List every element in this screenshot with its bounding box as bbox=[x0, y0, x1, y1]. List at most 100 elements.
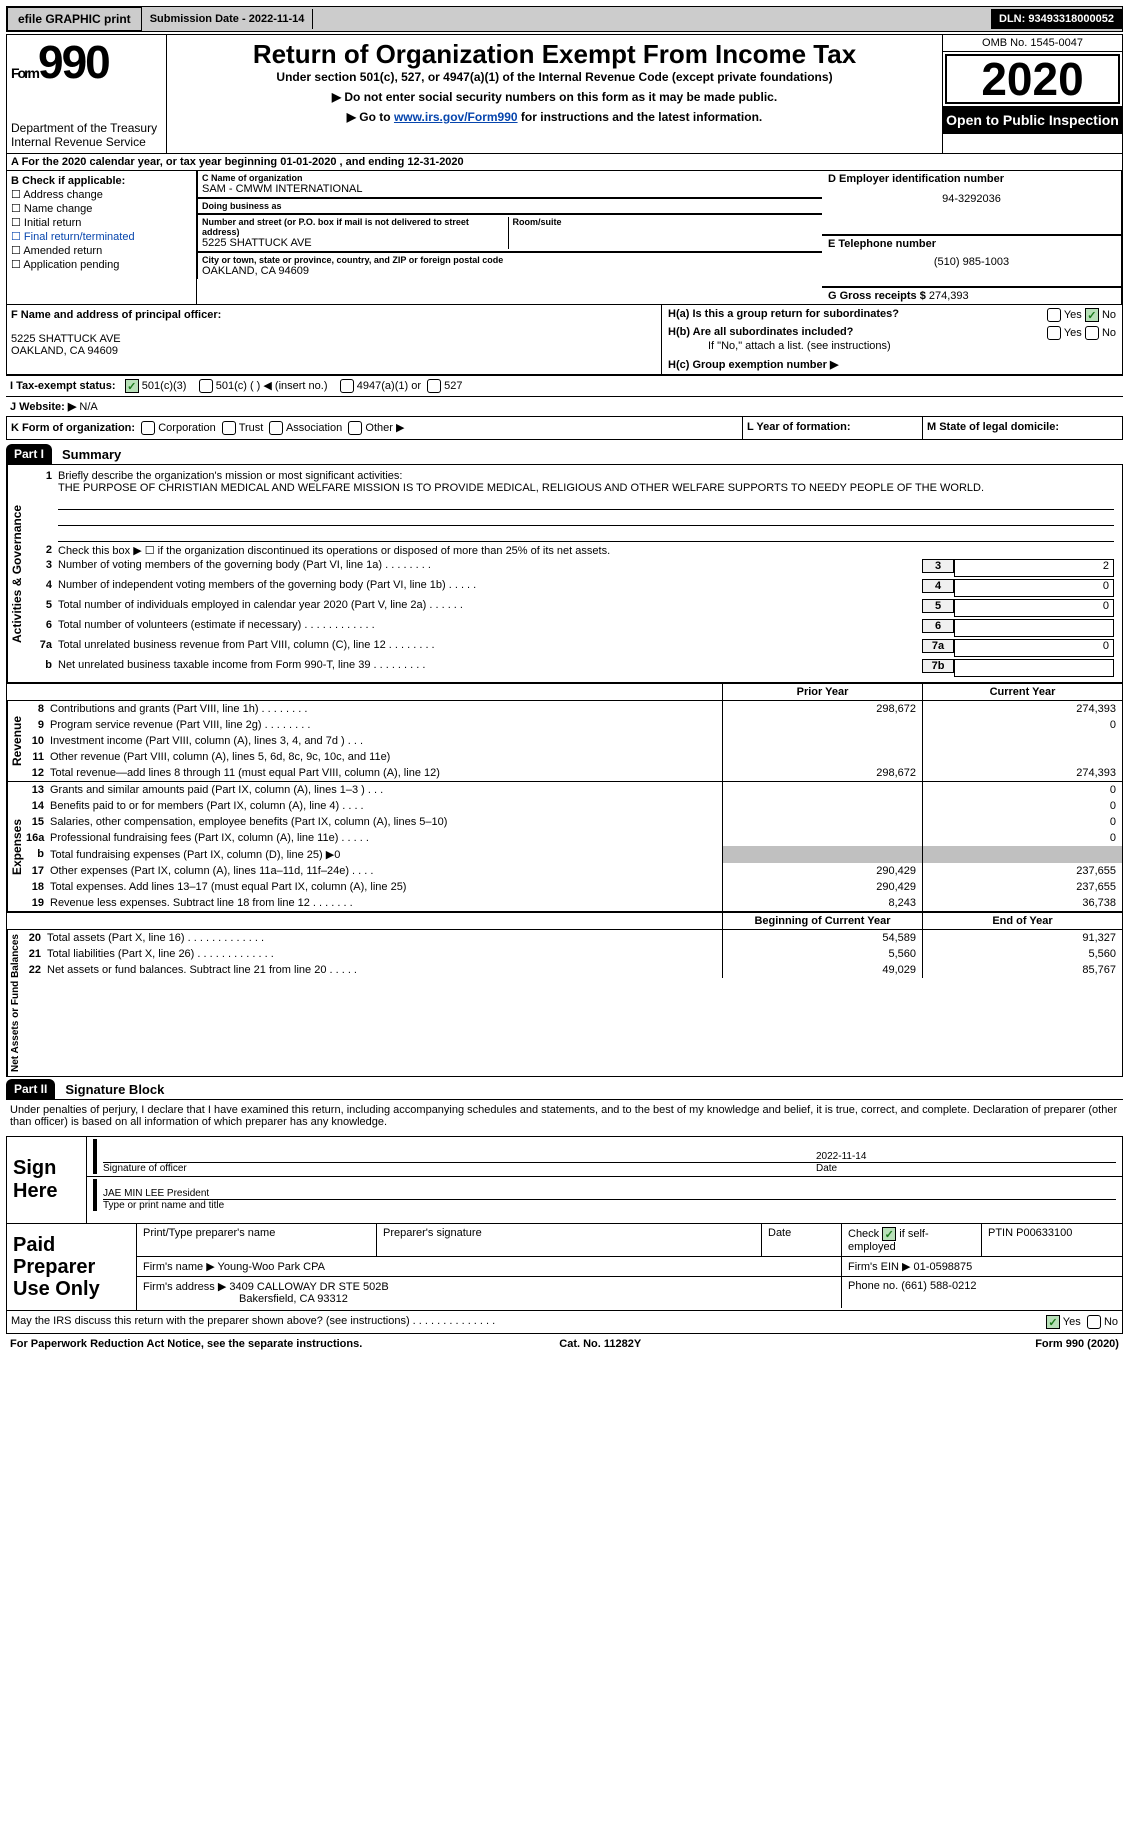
chk-final[interactable]: ☐ Final return/terminated bbox=[11, 230, 192, 243]
opt-527: 527 bbox=[444, 380, 462, 392]
chk-label: Amended return bbox=[23, 245, 102, 257]
hc-label: H(c) Group exemption number ▶ bbox=[668, 359, 838, 371]
org-name: SAM - CMWM INTERNATIONAL bbox=[202, 183, 818, 195]
data-line: 20Total assets (Part X, line 16) . . . .… bbox=[23, 930, 1122, 946]
firm-ein: Firm's EIN ▶ 01-0598875 bbox=[842, 1257, 1122, 1276]
summary-line: 4Number of independent voting members of… bbox=[30, 578, 1118, 598]
ha-yes-box[interactable] bbox=[1047, 308, 1061, 322]
k-trust-box[interactable] bbox=[222, 421, 236, 435]
discuss-no-box[interactable] bbox=[1087, 1315, 1101, 1329]
boy-eoy-header: Beginning of Current Year End of Year bbox=[6, 912, 1123, 930]
chk-label: Final return/terminated bbox=[24, 231, 135, 243]
no-label: No bbox=[1102, 309, 1116, 321]
summary-line: 3Number of voting members of the governi… bbox=[30, 558, 1118, 578]
form-title: Return of Organization Exempt From Incom… bbox=[171, 39, 938, 70]
h-b-row: H(b) Are all subordinates included? Yes … bbox=[662, 323, 1122, 355]
website-row: J Website: ▶ N/A bbox=[6, 397, 1123, 417]
i-label: I Tax-exempt status: bbox=[10, 380, 116, 392]
city-value: OAKLAND, CA 94609 bbox=[202, 265, 818, 277]
header-center: Return of Organization Exempt From Incom… bbox=[167, 35, 942, 153]
data-line: 11Other revenue (Part VIII, column (A), … bbox=[26, 749, 1122, 765]
dln: DLN: 93493318000052 bbox=[991, 9, 1122, 29]
chk-label: Address change bbox=[23, 189, 103, 201]
expenses-label: Expenses bbox=[7, 782, 26, 911]
b-checkboxes: B Check if applicable: ☐ Address change … bbox=[7, 171, 197, 304]
dln-label: DLN: bbox=[999, 13, 1028, 25]
data-line: 15Salaries, other compensation, employee… bbox=[26, 814, 1122, 830]
chk-name[interactable]: ☐ Name change bbox=[11, 202, 192, 215]
hb-yes-box[interactable] bbox=[1047, 326, 1061, 340]
k-assoc-box[interactable] bbox=[269, 421, 283, 435]
j-label: J Website: ▶ bbox=[10, 401, 76, 413]
data-line: 13Grants and similar amounts paid (Part … bbox=[26, 782, 1122, 798]
eoy-header: End of Year bbox=[922, 913, 1122, 929]
phone-label: E Telephone number bbox=[828, 238, 1115, 250]
no-label: No bbox=[1102, 327, 1116, 339]
k-corp-box[interactable] bbox=[141, 421, 155, 435]
chk-amended[interactable]: ☐ Amended return bbox=[11, 244, 192, 257]
summary-line: 6Total number of volunteers (estimate if… bbox=[30, 618, 1118, 638]
k-trust: Trust bbox=[239, 422, 264, 434]
submission-value: 2022-11-14 bbox=[249, 13, 305, 25]
ein-value: 94-3292036 bbox=[828, 193, 1115, 205]
tax-year: 2020 bbox=[945, 54, 1120, 104]
dba-label: Doing business as bbox=[202, 201, 818, 211]
revenue-section: Revenue 8Contributions and grants (Part … bbox=[6, 701, 1123, 782]
k-other-box[interactable] bbox=[348, 421, 362, 435]
ein-label: D Employer identification number bbox=[828, 173, 1115, 185]
tax-year-row: A For the 2020 calendar year, or tax yea… bbox=[6, 154, 1123, 171]
c-name-label: C Name of organization bbox=[202, 173, 818, 183]
line-1: 1 Briefly describe the organization's mi… bbox=[30, 469, 1118, 543]
addr-label: Number and street (or P.O. box if mail i… bbox=[202, 217, 508, 237]
form-page: efile GRAPHIC print Submission Date - 20… bbox=[0, 0, 1129, 1360]
k-corp: Corporation bbox=[158, 422, 215, 434]
hb-no-box[interactable] bbox=[1085, 326, 1099, 340]
dln-value: 93493318000052 bbox=[1028, 13, 1114, 25]
governance-section: Activities & Governance 1 Briefly descri… bbox=[6, 465, 1123, 683]
sig-officer-label: Signature of officer bbox=[103, 1162, 816, 1174]
hb-label: H(b) Are all subordinates included? bbox=[668, 326, 853, 338]
paperwork-notice: For Paperwork Reduction Act Notice, see … bbox=[10, 1338, 362, 1350]
501c-box[interactable] bbox=[199, 379, 213, 393]
chk-initial[interactable]: ☐ Initial return bbox=[11, 216, 192, 229]
chk-label: Name change bbox=[24, 203, 93, 215]
prior-year-header: Prior Year bbox=[722, 684, 922, 700]
chk-label: Application pending bbox=[23, 259, 119, 271]
k-assoc: Association bbox=[286, 422, 342, 434]
prior-current-header: Prior Year Current Year bbox=[6, 683, 1123, 701]
self-emp-box[interactable]: ✓ bbox=[882, 1227, 896, 1241]
data-line: 8Contributions and grants (Part VIII, li… bbox=[26, 701, 1122, 717]
tax-status-row: I Tax-exempt status: ✓ 501(c)(3) 501(c) … bbox=[6, 375, 1123, 397]
goto-post: for instructions and the latest informat… bbox=[521, 110, 762, 124]
527-box[interactable] bbox=[427, 379, 441, 393]
footer: For Paperwork Reduction Act Notice, see … bbox=[6, 1334, 1123, 1354]
revenue-label: Revenue bbox=[7, 701, 26, 781]
ha-label: H(a) Is this a group return for subordin… bbox=[668, 308, 899, 320]
501c3-box[interactable]: ✓ bbox=[125, 379, 139, 393]
ptin: PTIN P00633100 bbox=[982, 1224, 1122, 1256]
k-label: K Form of organization: bbox=[11, 422, 135, 434]
gross-label: G Gross receipts $ bbox=[828, 290, 929, 302]
l2-text: Check this box ▶ ☐ if the organization d… bbox=[58, 544, 1114, 557]
submission-date: Submission Date - 2022-11-14 bbox=[142, 9, 314, 29]
4947-box[interactable] bbox=[340, 379, 354, 393]
f-label: F Name and address of principal officer: bbox=[11, 309, 221, 321]
prep-sig-label: Preparer's signature bbox=[377, 1224, 762, 1256]
data-line: 19Revenue less expenses. Subtract line 1… bbox=[26, 895, 1122, 911]
chk-pending[interactable]: ☐ Application pending bbox=[11, 258, 192, 271]
top-bar: efile GRAPHIC print Submission Date - 20… bbox=[6, 6, 1123, 32]
header-right: OMB No. 1545-0047 2020 Open to Public In… bbox=[942, 35, 1122, 153]
netassets-section: Net Assets or Fund Balances 20Total asse… bbox=[6, 930, 1123, 1077]
l1-label: Briefly describe the organization's miss… bbox=[58, 470, 402, 482]
right-info: D Employer identification number 94-3292… bbox=[822, 171, 1122, 304]
discuss-yes-box[interactable]: ✓ bbox=[1046, 1315, 1060, 1329]
efile-print-btn[interactable]: efile GRAPHIC print bbox=[7, 7, 142, 31]
chk-address[interactable]: ☐ Address change bbox=[11, 188, 192, 201]
netassets-label: Net Assets or Fund Balances bbox=[7, 930, 23, 1076]
h-a-row: H(a) Is this a group return for subordin… bbox=[662, 305, 1122, 323]
form990-link[interactable]: www.irs.gov/Form990 bbox=[394, 110, 518, 124]
ha-no-box[interactable]: ✓ bbox=[1085, 308, 1099, 322]
goto-pre: ▶ Go to bbox=[347, 110, 394, 124]
info-block: B Check if applicable: ☐ Address change … bbox=[6, 171, 1123, 305]
discuss-row: May the IRS discuss this return with the… bbox=[6, 1311, 1123, 1334]
